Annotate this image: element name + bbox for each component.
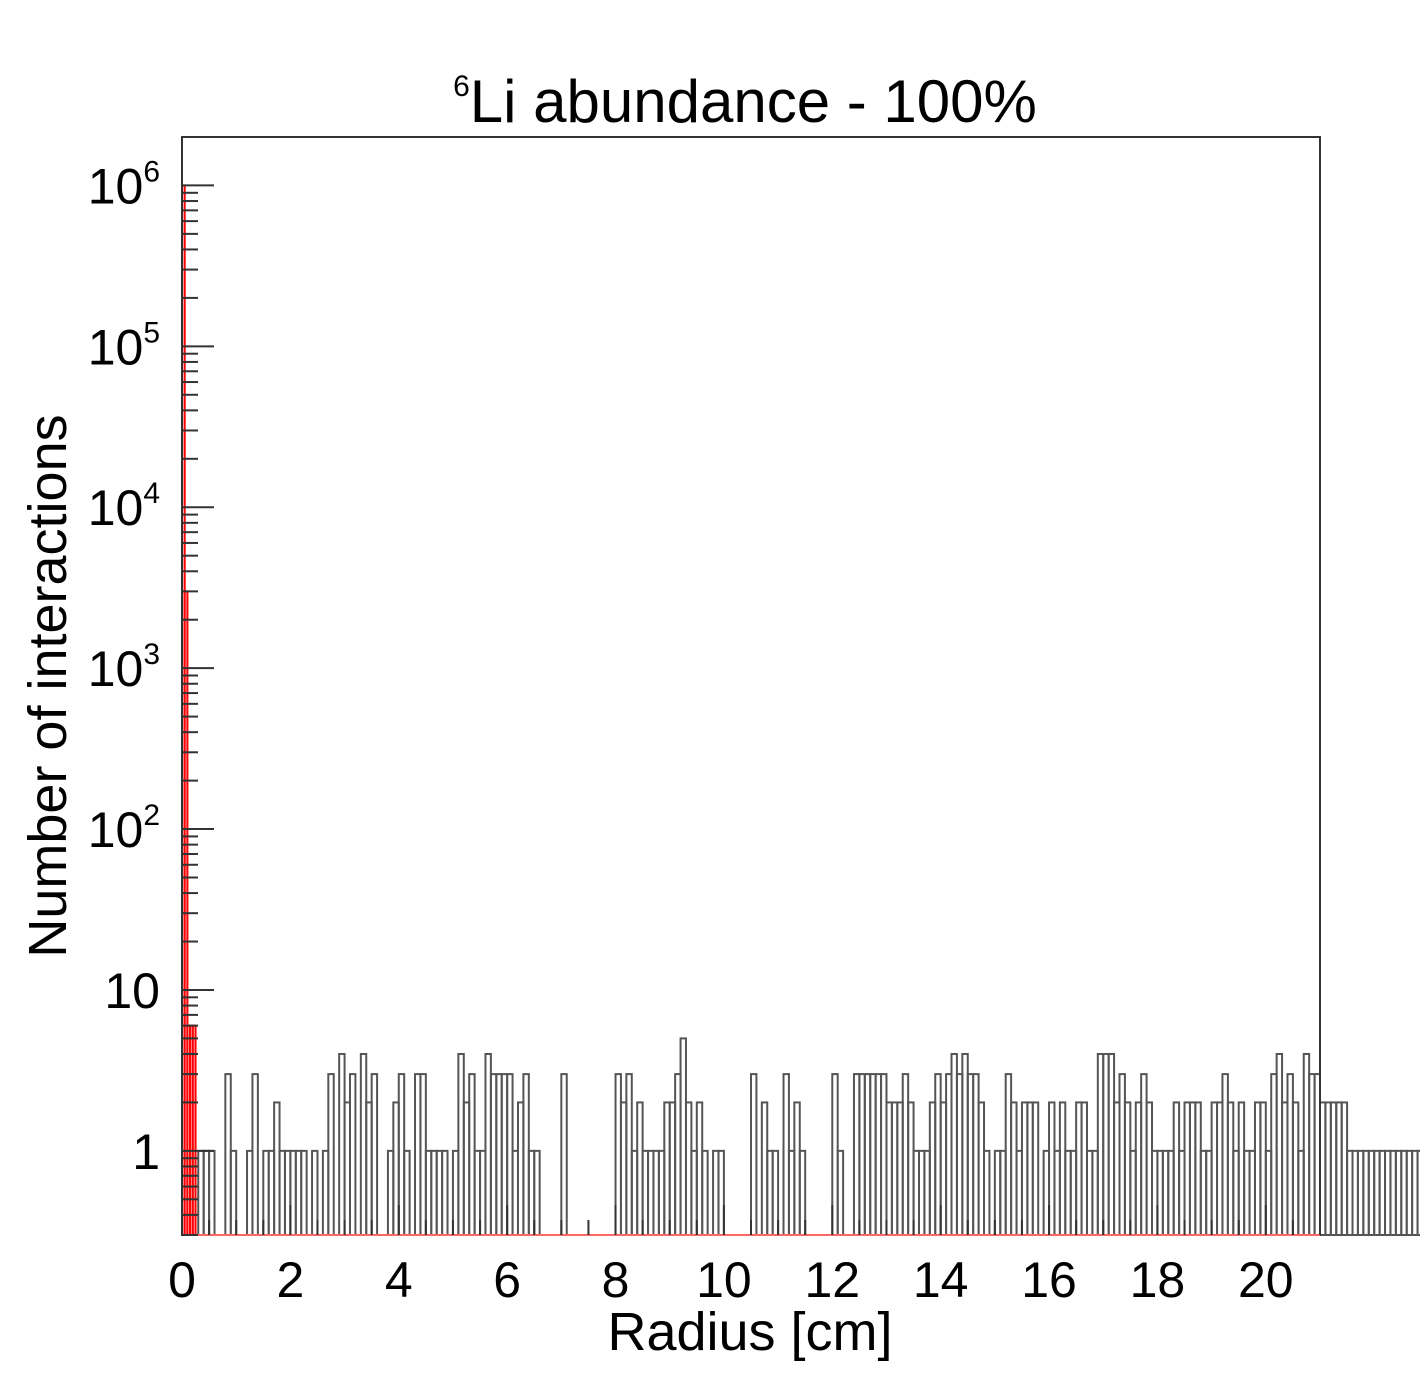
y-tick-label: 1	[132, 1124, 160, 1180]
y-tick-label: 104	[88, 477, 160, 536]
histogram-bin-red	[191, 1024, 197, 1236]
histogram-bin	[403, 1149, 411, 1237]
x-tick-label: 18	[1130, 1252, 1186, 1308]
histogram-bin	[983, 1149, 991, 1237]
histogram-bin	[701, 1149, 709, 1237]
histogram-bin	[1416, 1149, 1420, 1237]
plot-area: 1 10 102 103 104 105 106 0 2 4 6 8 10 12 14 16 18 20	[88, 136, 1420, 1308]
x-tick-label: 4	[385, 1252, 413, 1308]
plot-frame	[181, 136, 1321, 1236]
histogram-bin	[370, 1073, 379, 1236]
x-tick-label: 14	[913, 1252, 969, 1308]
y-tick-label: 106	[88, 155, 160, 214]
x-tick-label: 2	[276, 1252, 304, 1308]
series-red-bins	[181, 184, 197, 1237]
x-tick-label: 0	[168, 1252, 196, 1308]
histogram-bin	[300, 1149, 308, 1237]
x-axis-title: Radius [cm]	[607, 1302, 892, 1362]
y-tick-label: 103	[88, 638, 160, 697]
chart-title: 6Li abundance - 100%	[453, 68, 1037, 135]
chart-title-text: Li abundance - 100%	[470, 68, 1037, 135]
histogram-bin	[836, 1149, 845, 1237]
histogram-bin	[441, 1149, 449, 1237]
x-tick-label: 20	[1238, 1252, 1294, 1308]
series-black-bins	[197, 1037, 1420, 1237]
histogram-bin	[750, 1073, 758, 1236]
y-tick-label: 102	[88, 799, 160, 858]
y-tick-label: 10	[104, 963, 160, 1019]
y-tick-label: 105	[88, 316, 160, 375]
histogram-bin	[327, 1073, 335, 1236]
x-tick-label: 16	[1021, 1252, 1077, 1308]
x-tick-label: 6	[493, 1252, 521, 1308]
y-axis-title: Number of interactions	[18, 414, 78, 957]
histogram-bin	[348, 1073, 357, 1236]
histogram-bin	[251, 1073, 259, 1236]
histogram-bin	[1031, 1101, 1040, 1236]
x-tick-label: 12	[804, 1252, 860, 1308]
histogram-bin	[560, 1073, 568, 1236]
x-tick-label: 10	[696, 1252, 752, 1308]
chart-title-superscript: 6	[453, 70, 470, 103]
x-tick-label: 8	[602, 1252, 630, 1308]
